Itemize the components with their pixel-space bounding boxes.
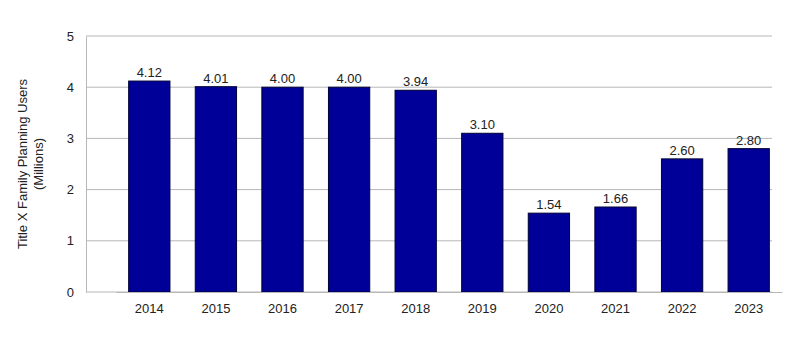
x-tick: 2022 (668, 292, 697, 316)
x-tick-label: 2023 (734, 301, 763, 316)
x-tick-label: 2020 (534, 301, 563, 316)
y-axis-title-line: (Millions) (31, 138, 46, 190)
plot-area: 0123452014201520162017201820192020202120… (67, 29, 783, 317)
data-labels: 4.12 4.01 4.00 4.00 3.94 3.10 1.54 1.66 2.60 2.80 (137, 65, 762, 212)
y-axis: 0 1 2 3 4 5 (67, 29, 87, 300)
x-tick: 2021 (601, 292, 630, 316)
y-tick-label: 5 (67, 29, 74, 44)
x-axis: 2014 2015 2016 2017 2018 2019 2020 2021 2022 2023 (117, 292, 783, 316)
data-label: 2.80 (736, 133, 761, 148)
x-tick: 2023 (734, 292, 763, 316)
x-tick-label: 2022 (668, 301, 697, 316)
data-label: 1.66 (603, 191, 628, 206)
x-tick: 2017 (335, 292, 364, 316)
data-label: 4.00 (270, 71, 295, 86)
y-tick: 2 (67, 182, 86, 197)
bar (595, 207, 636, 292)
bar (528, 213, 569, 292)
y-axis-line (86, 37, 87, 293)
data-label: 2.60 (669, 143, 694, 158)
y-tick-label: 1 (67, 233, 74, 248)
x-tick: 2016 (268, 292, 297, 316)
bars (129, 81, 770, 292)
x-tick-label: 2017 (335, 301, 364, 316)
bar (661, 159, 702, 292)
y-tick: 0 (67, 285, 86, 300)
y-tick-label: 0 (67, 285, 74, 300)
y-tick: 5 (67, 29, 86, 44)
chart: 0123452014201520162017201820192020202120… (0, 0, 795, 350)
data-label: 4.01 (203, 71, 228, 86)
bar (328, 87, 369, 292)
x-tick-label: 2016 (268, 301, 297, 316)
data-label: 4.00 (336, 71, 361, 86)
y-tick-label: 3 (67, 131, 74, 146)
x-tick-label: 2019 (468, 301, 497, 316)
x-tick: 2020 (534, 292, 563, 316)
y-tick: 4 (67, 80, 86, 95)
x-tick-label: 2021 (601, 301, 630, 316)
x-tick-label: 2018 (401, 301, 430, 316)
bar (728, 149, 769, 292)
x-tick: 2014 (135, 292, 164, 316)
y-tick: 3 (67, 131, 86, 146)
y-axis-title: Title X Family Planning Users(Millions) (15, 78, 46, 249)
x-tick: 2015 (201, 292, 230, 316)
bar (195, 87, 236, 292)
bar (129, 81, 170, 292)
x-axis-line (117, 292, 783, 293)
data-label: 3.94 (403, 74, 428, 89)
y-tick-label: 2 (67, 182, 74, 197)
y-tick: 1 (67, 233, 86, 248)
data-label: 1.54 (536, 197, 561, 212)
grid (86, 36, 772, 292)
grid-line (86, 87, 772, 88)
grid-line (86, 36, 772, 37)
x-tick: 2019 (468, 292, 497, 316)
x-tick: 2018 (401, 292, 430, 316)
y-axis-title-line: Title X Family Planning Users (15, 78, 30, 249)
data-label: 4.12 (137, 65, 162, 80)
data-label: 3.10 (470, 117, 495, 132)
x-tick-label: 2015 (201, 301, 230, 316)
bar (395, 90, 436, 292)
y-tick-label: 4 (67, 80, 74, 95)
x-tick-label: 2014 (135, 301, 164, 316)
bar (462, 133, 503, 292)
bar (262, 87, 303, 292)
